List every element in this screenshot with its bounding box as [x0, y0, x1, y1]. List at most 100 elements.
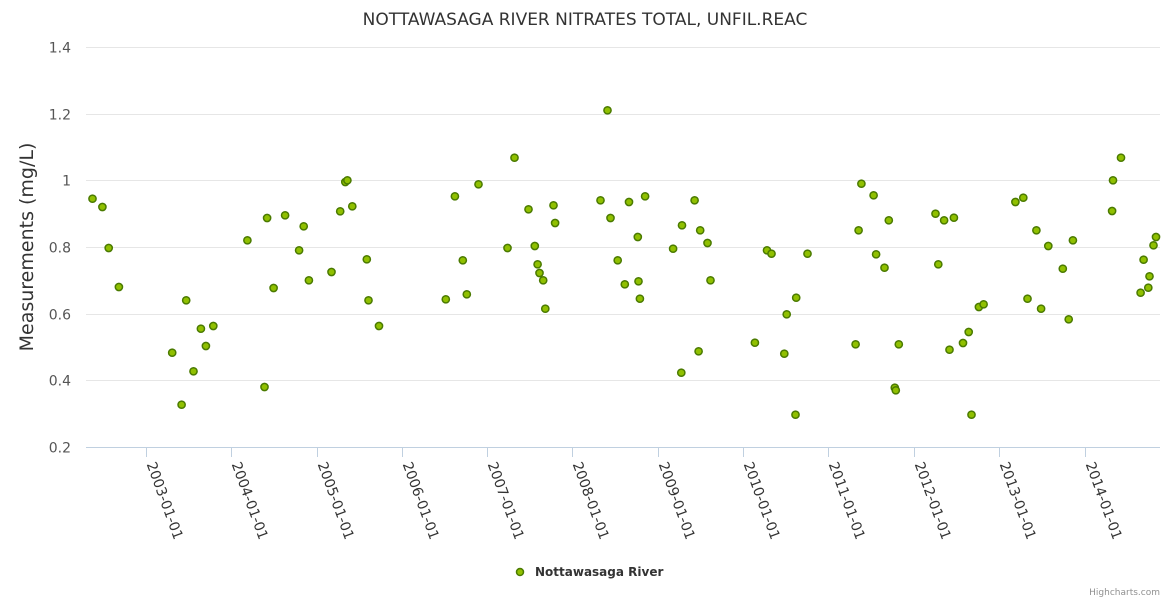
data-point[interactable]	[269, 283, 278, 293]
data-point[interactable]	[1036, 304, 1046, 314]
data-point[interactable]	[791, 293, 801, 303]
data-point[interactable]	[750, 338, 760, 348]
data-point[interactable]	[533, 259, 542, 269]
data-point[interactable]	[703, 238, 712, 248]
data-point[interactable]	[474, 179, 483, 189]
data-point[interactable]	[967, 410, 976, 420]
data-point[interactable]	[694, 346, 703, 356]
data-point[interactable]	[1143, 283, 1153, 293]
data-point[interactable]	[690, 195, 699, 205]
data-point[interactable]	[538, 275, 548, 285]
data-point[interactable]	[634, 276, 643, 286]
data-point[interactable]	[1011, 197, 1020, 207]
data-point[interactable]	[549, 200, 558, 210]
data-point[interactable]	[1136, 288, 1145, 298]
data-point[interactable]	[104, 243, 114, 253]
data-point[interactable]	[189, 366, 198, 376]
data-point[interactable]	[854, 225, 863, 235]
data-point[interactable]	[503, 243, 512, 253]
data-point[interactable]	[1068, 235, 1078, 245]
data-point[interactable]	[706, 275, 715, 285]
data-point[interactable]	[535, 268, 544, 278]
data-point[interactable]	[779, 349, 789, 359]
data-point[interactable]	[181, 295, 191, 305]
data-point[interactable]	[450, 191, 460, 201]
data-point[interactable]	[1108, 175, 1118, 185]
data-point[interactable]	[262, 213, 272, 223]
data-point[interactable]	[782, 309, 792, 319]
data-point[interactable]	[1107, 206, 1117, 216]
data-point[interactable]	[177, 400, 186, 410]
data-point[interactable]	[1145, 271, 1154, 281]
data-point[interactable]	[98, 202, 107, 212]
data-point[interactable]	[510, 153, 519, 163]
data-point[interactable]	[884, 215, 894, 225]
data-point[interactable]	[894, 339, 904, 349]
data-point[interactable]	[299, 221, 309, 231]
data-point[interactable]	[939, 215, 949, 225]
data-point[interactable]	[640, 191, 650, 201]
data-point[interactable]	[458, 255, 468, 265]
data-point[interactable]	[624, 197, 634, 207]
data-point[interactable]	[1151, 232, 1161, 242]
legend-marker-icon[interactable]	[515, 567, 525, 577]
data-point[interactable]	[1116, 153, 1126, 163]
data-point[interactable]	[869, 190, 878, 200]
data-point[interactable]	[1043, 241, 1053, 251]
data-point[interactable]	[1064, 314, 1074, 324]
data-point[interactable]	[635, 294, 645, 304]
data-point[interactable]	[668, 244, 678, 254]
data-point[interactable]	[958, 338, 968, 348]
data-point[interactable]	[979, 299, 988, 309]
data-point[interactable]	[1139, 255, 1148, 265]
data-point[interactable]	[613, 255, 623, 265]
data-point[interactable]	[208, 321, 218, 331]
legend-item-label[interactable]: Nottawasaga River	[535, 565, 663, 579]
data-point[interactable]	[596, 195, 605, 205]
data-point[interactable]	[945, 345, 954, 355]
data-point[interactable]	[304, 275, 314, 285]
data-point[interactable]	[524, 204, 533, 214]
data-point[interactable]	[88, 194, 97, 204]
data-point[interactable]	[1023, 294, 1032, 304]
data-point[interactable]	[803, 249, 812, 259]
data-point[interactable]	[441, 294, 451, 304]
data-point[interactable]	[364, 295, 373, 305]
data-point[interactable]	[280, 210, 290, 220]
data-point[interactable]	[603, 105, 612, 115]
data-point[interactable]	[540, 304, 550, 314]
data-point[interactable]	[677, 220, 687, 230]
data-point[interactable]	[620, 279, 630, 289]
series-nottawasaga-river[interactable]	[88, 105, 1161, 420]
data-point[interactable]	[633, 232, 643, 242]
data-point[interactable]	[891, 385, 901, 395]
data-point[interactable]	[1032, 225, 1041, 235]
legend[interactable]: Nottawasaga River	[515, 565, 664, 579]
data-point[interactable]	[327, 267, 336, 277]
data-point[interactable]	[294, 245, 304, 255]
data-point[interactable]	[243, 235, 252, 245]
data-point[interactable]	[374, 321, 384, 331]
data-point[interactable]	[335, 206, 345, 216]
credits-link[interactable]: Highcharts.com	[1089, 588, 1160, 598]
data-point[interactable]	[791, 410, 800, 420]
data-point[interactable]	[871, 249, 881, 259]
data-point[interactable]	[362, 254, 372, 264]
data-point[interactable]	[530, 241, 540, 251]
data-point[interactable]	[767, 249, 776, 259]
data-point[interactable]	[931, 209, 940, 219]
data-point[interactable]	[880, 263, 889, 273]
data-point[interactable]	[1058, 264, 1068, 274]
data-point[interactable]	[1018, 193, 1028, 203]
data-point[interactable]	[114, 282, 124, 292]
data-point[interactable]	[462, 289, 472, 299]
data-point[interactable]	[606, 213, 615, 223]
data-point[interactable]	[857, 179, 866, 189]
data-point[interactable]	[964, 327, 974, 337]
data-point[interactable]	[196, 324, 206, 334]
data-point[interactable]	[201, 341, 211, 351]
data-point[interactable]	[260, 382, 269, 392]
data-point[interactable]	[343, 175, 352, 185]
data-point[interactable]	[347, 201, 357, 211]
data-point[interactable]	[933, 259, 943, 269]
